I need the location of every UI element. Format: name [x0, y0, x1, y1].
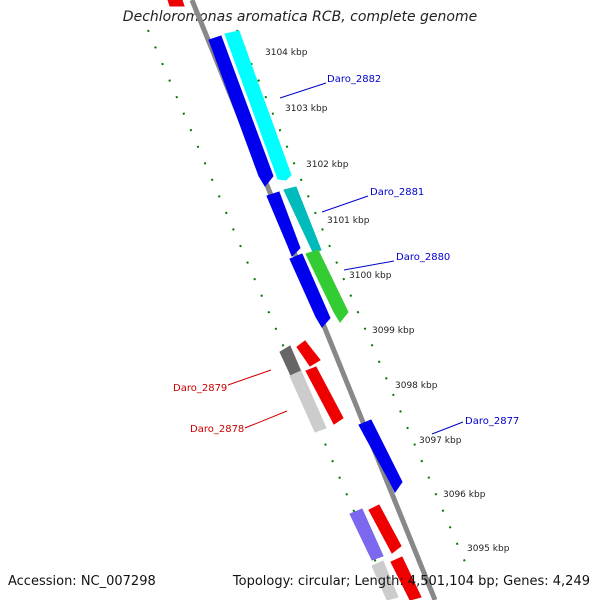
gene-label-daro-2880[interactable]: Daro_2880	[396, 252, 450, 263]
gene-daro-2877[interactable]	[358, 419, 403, 493]
gene-daro-2880[interactable]	[305, 249, 349, 323]
gene-forward-b[interactable]	[266, 191, 301, 257]
gene-reverse-red-a[interactable]	[296, 340, 321, 367]
gene-label-daro-2879[interactable]: Daro_2879	[173, 383, 227, 394]
accession-text: Accession: NC_007298	[8, 574, 156, 589]
gene-forward-c[interactable]	[289, 253, 331, 328]
gene-bottom-red[interactable]	[390, 556, 422, 600]
leader-daro-2882	[279, 82, 327, 99]
leader-daro-2881	[321, 195, 369, 213]
right-dotted-track	[236, 29, 478, 591]
kbp-scale: 3104 kbp 3103 kbp 3102 kbp 3101 kbp 3100…	[265, 48, 510, 554]
gene-label-daro-2881[interactable]: Daro_2881	[370, 187, 424, 198]
map-title: Dechloromonas aromatica RCB, complete ge…	[122, 9, 478, 25]
gene-daro-2878[interactable]	[289, 370, 327, 433]
leader-daro-2877	[431, 421, 464, 435]
tick-label: 3099 kbp	[372, 326, 415, 336]
tick-label: 3097 kbp	[419, 436, 462, 446]
gene-reverse-red-b[interactable]	[305, 366, 344, 425]
gene-bottom-gray[interactable]	[371, 560, 399, 600]
leader-daro-2879	[227, 369, 272, 386]
tick-label: 3098 kbp	[395, 381, 438, 391]
gene-daro-2881[interactable]	[283, 186, 322, 253]
tick-label: 3103 kbp	[285, 104, 328, 114]
gene-reverse-red-c[interactable]	[368, 504, 402, 554]
gene-top-red[interactable]	[167, 0, 185, 7]
tick-label: 3100 kbp	[349, 271, 392, 281]
genome-summary-text: Topology: circular; Length: 4,501,104 bp…	[232, 574, 590, 589]
tick-label: 3102 kbp	[306, 160, 349, 170]
gene-label-daro-2882[interactable]: Daro_2882	[327, 74, 381, 85]
gene-label-daro-2878[interactable]: Daro_2878	[190, 424, 244, 435]
gene-label-daro-2877[interactable]: Daro_2877	[465, 416, 519, 427]
gene-lavender[interactable]	[349, 508, 384, 561]
tick-label: 3104 kbp	[265, 48, 308, 58]
tick-label: 3101 kbp	[327, 216, 370, 226]
gene-daro-2882[interactable]	[224, 30, 292, 181]
tick-label: 3096 kbp	[443, 490, 486, 500]
leader-daro-2880	[343, 260, 395, 271]
leader-daro-2878	[244, 410, 288, 429]
gene-forward-a[interactable]	[208, 35, 274, 187]
gene-features	[167, 0, 422, 600]
tick-label: 3095 kbp	[467, 544, 510, 554]
